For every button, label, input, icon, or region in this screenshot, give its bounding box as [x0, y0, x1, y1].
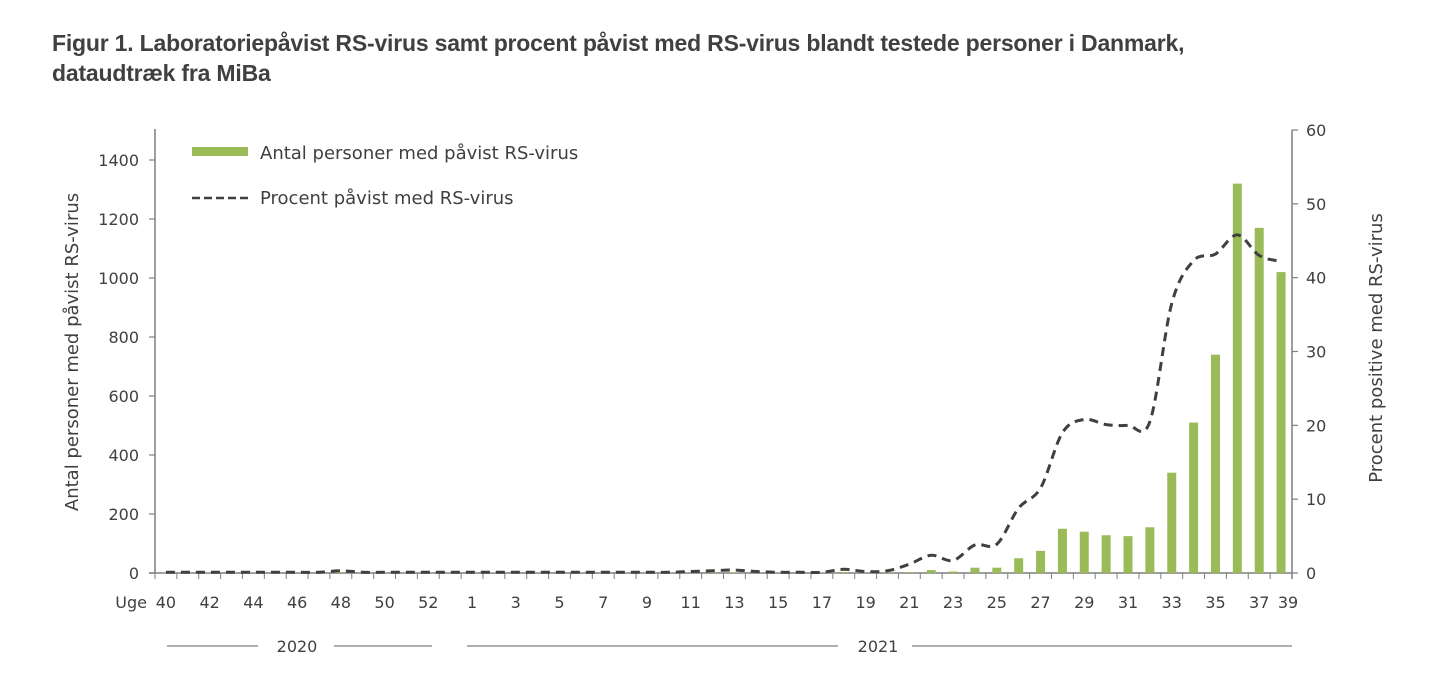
x-axis-tick-label: 40	[156, 593, 176, 612]
x-axis-tick-label: 44	[243, 593, 263, 612]
x-axis-tick-label: 42	[199, 593, 219, 612]
bar-week-18	[839, 572, 849, 573]
figure-title-line-1: Figur 1. Laboratoriepåvist RS-virus samt…	[52, 30, 1185, 56]
left-axis-title: Antal personer med påvist RS-virus	[62, 193, 83, 511]
right-axis-title: Procent positive med RS-virus	[1366, 213, 1387, 483]
percent-positive-line	[165, 233, 1282, 574]
x-axis-tick-label: 5	[554, 593, 564, 612]
bar-week-29	[1079, 531, 1089, 573]
left-axis-tick-label: 800	[108, 328, 139, 347]
legend-label-line: Procent påvist med RS-virus	[260, 188, 514, 209]
left-axis-tick-label: 0	[129, 564, 139, 583]
left-axis-tick-label: 1000	[98, 269, 139, 288]
bar-week-13	[729, 572, 739, 573]
x-axis-tick-label: 39	[1278, 593, 1298, 612]
x-axis-tick-label: 11	[681, 593, 701, 612]
x-axis-tick-label: 35	[1205, 593, 1225, 612]
year-label-2021: 2021	[858, 637, 899, 656]
x-axis-tick-label: 1	[467, 593, 477, 612]
x-axis-tick-label: 52	[418, 593, 438, 612]
bar-week-48	[336, 572, 346, 573]
right-axis-tick-label: 60	[1306, 121, 1326, 140]
bar-week-34	[1189, 422, 1199, 573]
x-axis-tick-label: 13	[724, 593, 744, 612]
x-axis-tick-label: 29	[1074, 593, 1094, 612]
right-axis-tick-label: 40	[1306, 269, 1326, 288]
figure-title-line-2: dataudtræk fra MiBa	[52, 60, 271, 86]
x-axis-tick-label: 37	[1249, 593, 1269, 612]
bar-week-27	[1036, 550, 1046, 573]
left-axis-tick-label: 200	[108, 505, 139, 524]
right-axis-tick-label: 10	[1306, 490, 1326, 509]
bar-week-36	[1232, 183, 1242, 573]
left-axis-tick-label: 1400	[98, 151, 139, 170]
x-axis-tick-label: 31	[1118, 593, 1138, 612]
x-axis-tick-label: 15	[768, 593, 788, 612]
bar-week-31	[1123, 536, 1133, 573]
bar-week-26	[1014, 558, 1024, 573]
legend-label-bars: Antal personer med påvist RS-virus	[260, 143, 578, 164]
bar-week-22	[926, 570, 936, 573]
x-axis-tick-label: 33	[1162, 593, 1182, 612]
x-axis-tick-label: 27	[1030, 593, 1050, 612]
year-label-2020: 2020	[277, 637, 318, 656]
figure-title: Figur 1. Laboratoriepåvist RS-virus samt…	[52, 28, 1184, 88]
x-axis-tick-label: 7	[598, 593, 608, 612]
x-axis-tick-label: 21	[899, 593, 919, 612]
x-axis-tick-label: 48	[331, 593, 351, 612]
right-axis-tick-label: 30	[1306, 343, 1326, 362]
bar-week-23	[948, 571, 958, 573]
legend-bar-swatch-icon	[192, 147, 248, 156]
right-axis-tick-label: 20	[1306, 416, 1326, 435]
bar-week-32	[1145, 527, 1155, 573]
right-axis-tick-label: 0	[1306, 564, 1316, 583]
bar-week-37	[1254, 227, 1264, 573]
bar-week-30	[1101, 535, 1111, 573]
x-axis-tick-label: 9	[642, 593, 652, 612]
right-axis-tick-label: 50	[1306, 195, 1326, 214]
x-axis-tick-label: 19	[855, 593, 875, 612]
bar-week-21	[904, 572, 914, 573]
x-axis-tick-label: 17	[812, 593, 832, 612]
left-axis-tick-label: 400	[108, 446, 139, 465]
x-axis-tick-label: 50	[374, 593, 394, 612]
bar-week-33	[1167, 472, 1177, 573]
left-axis-tick-label: 1200	[98, 210, 139, 229]
bar-week-25	[992, 567, 1002, 573]
x-axis-tick-label: 46	[287, 593, 307, 612]
x-axis-tick-label: 25	[987, 593, 1007, 612]
bar-week-24	[970, 567, 980, 573]
bar-week-28	[1057, 528, 1067, 573]
bar-week-35	[1210, 354, 1220, 573]
x-axis-title: Uge	[115, 593, 147, 612]
x-axis-tick-label: 3	[511, 593, 521, 612]
x-axis-tick-label: 23	[943, 593, 963, 612]
left-axis-tick-label: 600	[108, 387, 139, 406]
bar-week-38	[1276, 272, 1286, 573]
